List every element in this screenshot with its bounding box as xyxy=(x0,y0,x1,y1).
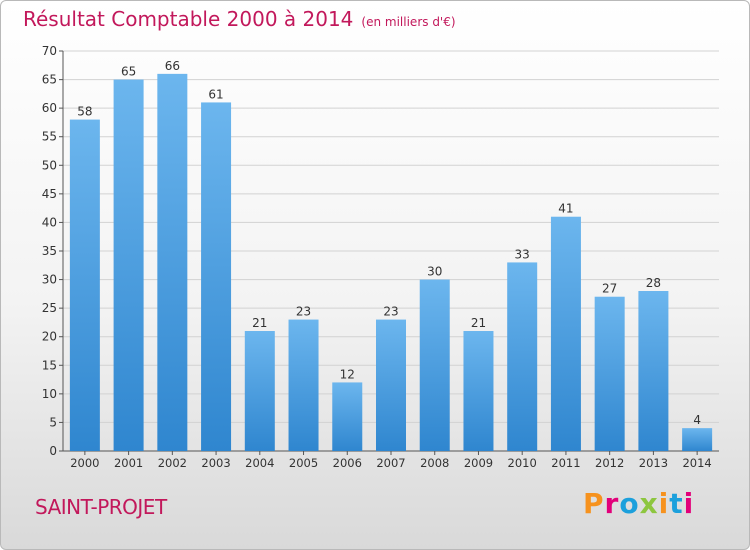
bar xyxy=(157,73,188,451)
bar-value-label: 23 xyxy=(296,305,311,319)
x-tick-label: 2009 xyxy=(464,456,493,470)
x-tick-label: 2013 xyxy=(639,456,668,470)
y-tick-label: 20 xyxy=(42,330,57,344)
bar-value-label: 58 xyxy=(77,105,92,119)
bar xyxy=(594,296,625,451)
bar-value-label: 41 xyxy=(558,202,573,216)
x-tick-label: 2004 xyxy=(245,456,274,470)
bar xyxy=(113,79,144,452)
bar-value-label: 23 xyxy=(383,305,398,319)
y-tick-label: 55 xyxy=(42,130,57,144)
bar-value-label: 28 xyxy=(646,276,661,290)
y-tick-label: 35 xyxy=(42,244,57,258)
y-axis-ticks: 0 5 10 15 20 25 30 35 40 45 50 55 60 65 70 xyxy=(42,44,63,458)
x-tick-label: 2002 xyxy=(158,456,187,470)
proxiti-logo: Proxiti xyxy=(583,487,694,520)
y-tick-label: 70 xyxy=(42,44,57,58)
y-tick-label: 65 xyxy=(42,73,57,87)
y-tick-label: 45 xyxy=(42,187,57,201)
bar-value-label: 66 xyxy=(165,59,180,73)
bar xyxy=(201,102,232,451)
bar-value-label: 61 xyxy=(208,87,223,101)
bar xyxy=(332,382,363,451)
bar xyxy=(376,319,406,451)
x-tick-label: 2011 xyxy=(551,456,580,470)
y-tick-label: 25 xyxy=(42,301,57,315)
x-axis-ticks: 2000 2001 2002 2003 2004 2005 2006 2007 2008 2009… xyxy=(70,451,712,470)
bar xyxy=(463,331,494,451)
x-tick-label: 2005 xyxy=(289,456,318,470)
bar xyxy=(419,279,450,451)
bar-value-label: 21 xyxy=(471,316,486,330)
title-unit: (en milliers d'€) xyxy=(361,15,456,29)
x-tick-label: 2001 xyxy=(114,456,143,470)
x-tick-label: 2010 xyxy=(508,456,537,470)
x-tick-label: 2000 xyxy=(70,456,99,470)
bar-value-label: 65 xyxy=(121,65,136,79)
logo-letter: x xyxy=(639,487,659,520)
bar-value-label: 33 xyxy=(515,247,530,261)
place-name: SAINT-PROJET xyxy=(35,495,167,519)
data-labels: 58 65 66 61 21 23 12 23 30 21 33 41 27 28 4 xyxy=(77,59,701,427)
y-tick-label: 15 xyxy=(42,358,57,372)
bar-value-label: 12 xyxy=(340,367,355,381)
bar xyxy=(638,291,669,451)
y-tick-label: 50 xyxy=(42,158,57,172)
logo-letter: i xyxy=(658,487,670,520)
y-tick-label: 40 xyxy=(42,215,57,229)
bar xyxy=(507,262,538,451)
bars xyxy=(69,73,713,452)
y-tick-label: 60 xyxy=(42,101,57,115)
bar xyxy=(288,319,319,451)
title-text: Résultat Comptable 2000 à 2014 xyxy=(23,7,354,31)
logo-letter: P xyxy=(583,487,605,520)
bar-value-label: 4 xyxy=(693,413,701,427)
logo-letter: r xyxy=(604,487,620,520)
y-tick-label: 5 xyxy=(49,415,57,429)
logo-letter: t xyxy=(669,487,684,520)
bar xyxy=(682,428,713,451)
y-tick-label: 0 xyxy=(49,444,57,458)
x-tick-label: 2007 xyxy=(376,456,405,470)
y-tick-label: 10 xyxy=(42,387,57,401)
y-tick-label: 30 xyxy=(42,273,57,287)
x-tick-label: 2003 xyxy=(201,456,230,470)
bar xyxy=(69,119,100,452)
logo-letter: i xyxy=(683,487,695,520)
bar xyxy=(244,331,275,451)
x-tick-label: 2014 xyxy=(682,456,711,470)
bar-value-label: 30 xyxy=(427,265,442,279)
logo-letter: o xyxy=(619,487,640,520)
x-tick-label: 2006 xyxy=(333,456,362,470)
x-tick-label: 2008 xyxy=(420,456,449,470)
x-tick-label: 2012 xyxy=(595,456,624,470)
bar-value-label: 21 xyxy=(252,316,267,330)
bar-value-label: 27 xyxy=(602,282,617,296)
bar xyxy=(550,216,581,451)
chart-title: Résultat Comptable 2000 à 2014 (en millie… xyxy=(23,7,456,31)
